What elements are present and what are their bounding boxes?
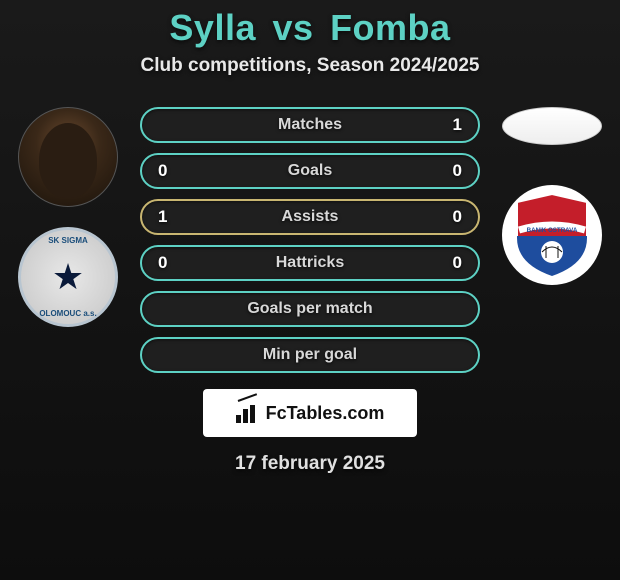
page-title: Sylla vs Fomba (169, 7, 450, 49)
player1-name: Sylla (169, 7, 256, 48)
player1-avatar (18, 107, 118, 207)
stat-label: Matches (198, 116, 422, 134)
player2-club-badge: BANIK OSTRAVA (502, 185, 602, 285)
date-label: 17 february 2025 (235, 453, 385, 475)
stat-value-right: 0 (422, 161, 462, 181)
vs-separator: vs (273, 7, 314, 48)
club1-text-top: SK SIGMA (48, 236, 88, 245)
main-area: SK SIGMA ★ OLOMOUC a.s. Matches10Goals01… (8, 107, 612, 373)
club1-text-bottom: OLOMOUC a.s. (39, 309, 96, 318)
stat-label: Goals (198, 162, 422, 180)
stat-label: Hattricks (198, 254, 422, 272)
stat-row: Goals per match (140, 291, 480, 327)
stat-row: Matches1 (140, 107, 480, 143)
stat-row: 0Hattricks0 (140, 245, 480, 281)
player2-name: Fomba (330, 7, 451, 48)
right-column: BANIK OSTRAVA (492, 107, 612, 285)
stat-row: 0Goals0 (140, 153, 480, 189)
stat-row: Min per goal (140, 337, 480, 373)
stat-label: Min per goal (198, 346, 422, 364)
player2-avatar-placeholder (502, 107, 602, 145)
player1-club-badge: SK SIGMA ★ OLOMOUC a.s. (18, 227, 118, 327)
chart-icon (236, 403, 260, 423)
source-badge[interactable]: FcTables.com (203, 389, 417, 437)
stat-value-left: 1 (158, 207, 198, 227)
left-column: SK SIGMA ★ OLOMOUC a.s. (8, 107, 128, 327)
stat-value-right: 0 (422, 207, 462, 227)
stat-value-right: 0 (422, 253, 462, 273)
stat-value-left: 0 (158, 253, 198, 273)
stat-value-right: 1 (422, 115, 462, 135)
source-label: FcTables.com (266, 403, 385, 424)
player1-avatar-image (19, 108, 117, 206)
stats-column: Matches10Goals01Assists00Hattricks0Goals… (128, 107, 492, 373)
stat-value-left: 0 (158, 161, 198, 181)
comparison-card: Sylla vs Fomba Club competitions, Season… (0, 0, 620, 580)
stat-label: Assists (198, 208, 422, 226)
svg-text:BANIK OSTRAVA: BANIK OSTRAVA (527, 227, 578, 234)
club1-star-icon: ★ (52, 259, 84, 295)
subtitle: Club competitions, Season 2024/2025 (141, 55, 480, 77)
stat-row: 1Assists0 (140, 199, 480, 235)
club2-shield-icon: BANIK OSTRAVA (513, 192, 591, 278)
stat-label: Goals per match (198, 300, 422, 318)
